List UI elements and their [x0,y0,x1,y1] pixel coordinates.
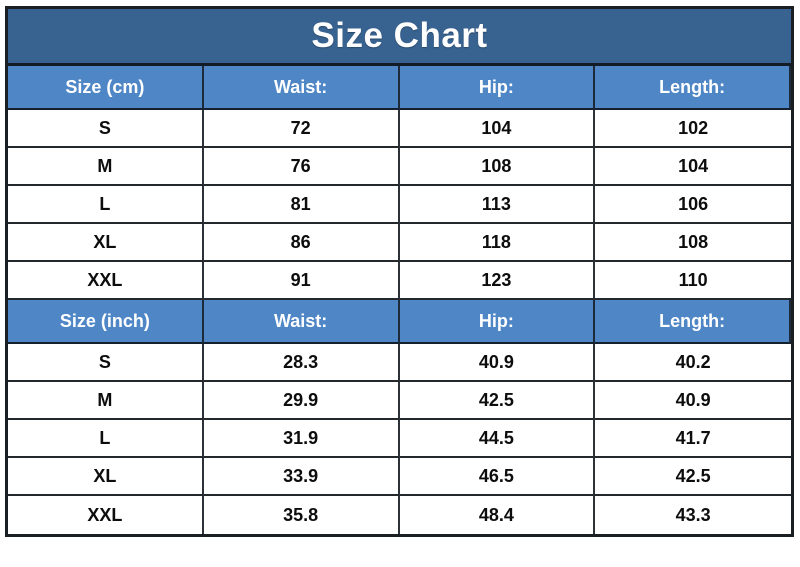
value-cell: 102 [595,110,791,148]
value-cell: 42.5 [399,382,596,420]
size-label-cell: S [8,110,204,148]
table-row: XL 86 118 108 [8,224,791,262]
value-cell: 28.3 [203,344,400,382]
size-label-cell: M [8,148,204,186]
value-cell: 118 [399,224,596,262]
header-row-cm: Size (cm) Waist: Hip: Length: [8,66,791,110]
value-cell: 40.9 [399,344,596,382]
value-cell: 48.4 [399,496,596,534]
value-cell: 72 [203,110,400,148]
value-cell: 108 [399,148,596,186]
value-cell: 76 [203,148,400,186]
value-cell: 29.9 [203,382,400,420]
value-cell: 42.5 [595,458,791,496]
size-label-cell: S [8,344,204,382]
size-label-cell: XXL [8,496,204,534]
table-row: L 31.9 44.5 41.7 [8,420,791,458]
size-unit-header-cell: Size (inch) [8,300,204,344]
value-cell: 91 [203,262,400,300]
value-cell: 108 [595,224,791,262]
measure-header-cell: Hip: [399,66,596,110]
value-cell: 46.5 [399,458,596,496]
value-cell: 41.7 [595,420,791,458]
measure-header-cell: Waist: [203,300,400,344]
table-row: M 76 108 104 [8,148,791,186]
value-cell: 86 [203,224,400,262]
value-cell: 31.9 [203,420,400,458]
value-cell: 123 [399,262,596,300]
table-row: XXL 91 123 110 [8,262,791,300]
value-cell: 106 [595,186,791,224]
table-row: XXL 35.8 48.4 43.3 [8,496,791,534]
value-cell: 33.9 [203,458,400,496]
size-label-cell: XL [8,224,204,262]
value-cell: 104 [595,148,791,186]
size-label-cell: L [8,420,204,458]
size-label-cell: XL [8,458,204,496]
table-row: M 29.9 42.5 40.9 [8,382,791,420]
table-row: S 28.3 40.9 40.2 [8,344,791,382]
value-cell: 113 [399,186,596,224]
value-cell: 110 [595,262,791,300]
value-cell: 40.9 [595,382,791,420]
page-title: Size Chart [311,16,488,55]
measure-header-cell: Waist: [203,66,400,110]
measure-header-cell: Length: [595,300,791,344]
value-cell: 35.8 [203,496,400,534]
size-label-cell: XXL [8,262,204,300]
header-row-inch: Size (inch) Waist: Hip: Length: [8,300,791,344]
table-row: S 72 104 102 [8,110,791,148]
measure-header-cell: Hip: [399,300,596,344]
value-cell: 40.2 [595,344,791,382]
size-chart-table: Size Chart Size (cm) Waist: Hip: Length: S 72… [5,6,794,537]
table-title-bar: Size Chart [8,9,791,66]
value-cell: 43.3 [595,496,791,534]
value-cell: 44.5 [399,420,596,458]
measure-header-cell: Length: [595,66,791,110]
size-unit-header-cell: Size (cm) [8,66,204,110]
value-cell: 104 [399,110,596,148]
table-row: XL 33.9 46.5 42.5 [8,458,791,496]
table-sections: Size (cm) Waist: Hip: Length: S 72 104 102 M 76 10… [8,66,791,534]
table-row: L 81 113 106 [8,186,791,224]
size-label-cell: M [8,382,204,420]
size-label-cell: L [8,186,204,224]
value-cell: 81 [203,186,400,224]
